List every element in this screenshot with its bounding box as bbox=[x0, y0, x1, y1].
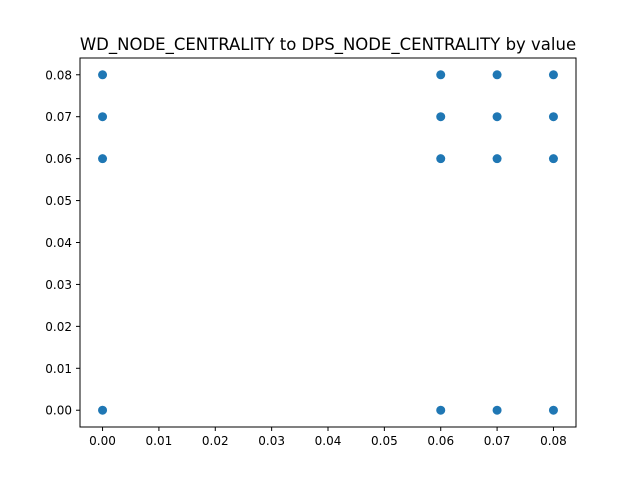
y-tick-label: 0.04 bbox=[45, 236, 72, 250]
y-tick-label: 0.01 bbox=[45, 362, 72, 376]
y-tick-label: 0.02 bbox=[45, 320, 72, 334]
data-point bbox=[548, 405, 558, 415]
y-tick-label: 0.03 bbox=[45, 278, 72, 292]
data-points bbox=[98, 70, 558, 415]
data-point bbox=[492, 405, 502, 415]
data-point bbox=[492, 70, 502, 80]
data-point bbox=[436, 112, 446, 122]
data-point bbox=[548, 70, 558, 80]
y-tick-label: 0.00 bbox=[45, 404, 72, 418]
x-tick-label: 0.05 bbox=[371, 434, 398, 448]
x-tick-label: 0.02 bbox=[202, 434, 229, 448]
data-point bbox=[548, 154, 558, 164]
x-tick-label: 0.08 bbox=[540, 434, 567, 448]
data-point bbox=[548, 112, 558, 122]
data-point bbox=[98, 112, 108, 122]
axes-frame bbox=[79, 57, 577, 428]
x-tick-label: 0.00 bbox=[89, 434, 116, 448]
y-tick-label: 0.07 bbox=[45, 110, 72, 124]
data-point bbox=[98, 70, 108, 80]
y-tick-label: 0.05 bbox=[45, 194, 72, 208]
x-axis: 0.00 0.01 0.02 0.03 0.04 0.05 0.06 0.07 0.08 bbox=[89, 427, 567, 448]
y-tick-label: 0.08 bbox=[45, 68, 72, 82]
data-point bbox=[436, 405, 446, 415]
plot-area: 0.00 0.01 0.02 0.03 0.04 0.05 0.06 0.07 0.08 0.0… bbox=[45, 57, 577, 448]
x-tick-label: 0.06 bbox=[427, 434, 454, 448]
data-point bbox=[98, 405, 108, 415]
data-point bbox=[98, 154, 108, 164]
chart-title: WD_NODE_CENTRALITY to DPS_NODE_CENTRALIT… bbox=[80, 35, 576, 55]
x-tick-label: 0.03 bbox=[258, 434, 285, 448]
x-tick-label: 0.07 bbox=[484, 434, 511, 448]
x-tick-label: 0.04 bbox=[315, 434, 342, 448]
data-point bbox=[492, 154, 502, 164]
x-tick-label: 0.01 bbox=[146, 434, 173, 448]
y-axis: 0.00 0.01 0.02 0.03 0.04 0.05 0.06 0.07 0.08 bbox=[45, 68, 80, 418]
data-point bbox=[492, 112, 502, 122]
data-point bbox=[436, 70, 446, 80]
y-tick-label: 0.06 bbox=[45, 152, 72, 166]
data-point bbox=[436, 154, 446, 164]
